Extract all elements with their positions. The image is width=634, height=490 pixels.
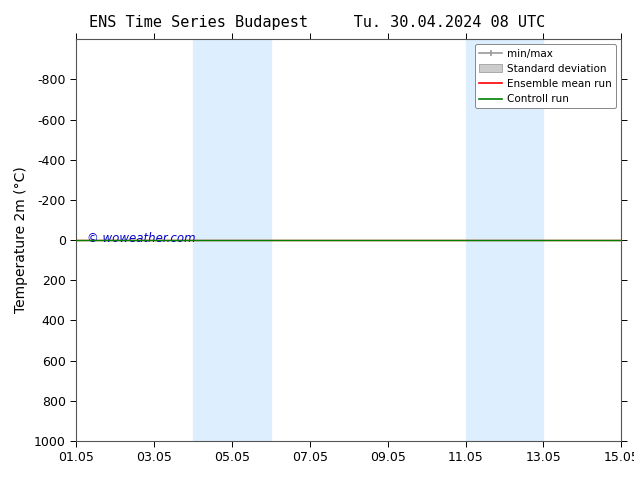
- Y-axis label: Temperature 2m (°C): Temperature 2m (°C): [14, 167, 29, 314]
- Bar: [505, 39, 543, 441]
- Bar: [193, 39, 232, 441]
- Bar: [465, 39, 505, 441]
- Bar: [232, 39, 271, 441]
- Text: © woweather.com: © woweather.com: [87, 232, 196, 245]
- Text: ENS Time Series Budapest     Tu. 30.04.2024 08 UTC: ENS Time Series Budapest Tu. 30.04.2024 …: [89, 15, 545, 30]
- Legend: min/max, Standard deviation, Ensemble mean run, Controll run: min/max, Standard deviation, Ensemble me…: [475, 45, 616, 108]
